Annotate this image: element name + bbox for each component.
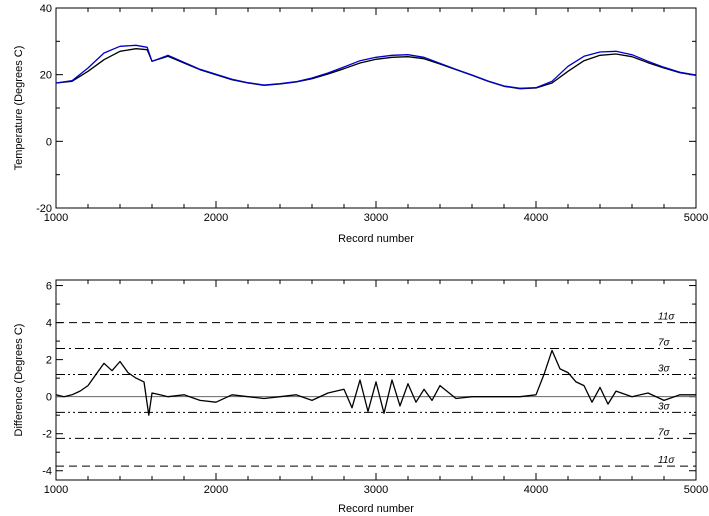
- difference-y-tick-label: 6: [46, 281, 52, 293]
- difference-y-tick-label: -4: [42, 466, 52, 478]
- difference-x-tick-label: 4000: [524, 484, 548, 496]
- temperature-x-axis-label: Record number: [338, 233, 414, 245]
- temperature-y-tick-label: 0: [46, 136, 52, 148]
- sigma-reference-label: 11σ: [658, 312, 675, 323]
- temperature-series-1: [55, 48, 697, 90]
- difference-y-axis-label: Difference (Degrees C): [13, 324, 25, 437]
- difference-x-tick-label: 1000: [44, 484, 68, 496]
- difference-y-tick-label: 2: [46, 355, 52, 367]
- temperature-series-2: [55, 44, 697, 89]
- difference-y-tick-label: 0: [46, 392, 52, 404]
- difference-y-tick-label: -2: [42, 429, 52, 441]
- temperature-plot-frame: [55, 7, 697, 209]
- sigma-reference-label: 7σ: [658, 427, 671, 438]
- temperature-x-tick-label: 2000: [204, 212, 228, 224]
- difference-y-tick-label: 4: [46, 318, 52, 330]
- difference-ticks: 1000 2000 3000 4000 5000 -4 -2 0 2 4 6: [42, 280, 708, 496]
- temperature-series: [55, 44, 697, 90]
- difference-x-tick-label: 3000: [364, 484, 388, 496]
- difference-panel: 1000 2000 3000 4000 5000 -4 -2 0 2 4 6 11σ 7σ 3σ 3σ 7σ…: [13, 279, 708, 515]
- temperature-y-tick-label: 40: [40, 3, 52, 15]
- temperature-x-tick-label: 3000: [364, 212, 388, 224]
- sigma-reference-label: 3σ: [658, 363, 671, 374]
- temperature-y-axis-label: Temperature (Degrees C): [13, 46, 25, 171]
- difference-x-tick-label: 2000: [204, 484, 228, 496]
- temperature-x-tick-label: 4000: [524, 212, 548, 224]
- sigma-reference-label: 7σ: [658, 338, 671, 349]
- difference-series-1: [55, 349, 696, 416]
- temperature-x-tick-label: 5000: [684, 212, 708, 224]
- temperature-y-tick-label: 20: [40, 70, 52, 82]
- sigma-reference-label: 3σ: [658, 401, 671, 412]
- difference-series: [55, 349, 696, 416]
- temperature-x-tick-label: 1000: [44, 212, 68, 224]
- difference-x-axis-label: Record number: [338, 503, 414, 515]
- temperature-ticks: 1000 2000 3000 4000 5000 -20 0 20 40: [36, 3, 708, 224]
- difference-plot-frame: [55, 279, 697, 481]
- sigma-reference-label: 11σ: [658, 455, 675, 466]
- difference-x-tick-label: 5000: [684, 484, 708, 496]
- temperature-y-tick-label: -20: [36, 203, 52, 215]
- temperature-panel: 1000 2000 3000 4000 5000 -20 0 20 40 Record numb…: [13, 3, 708, 245]
